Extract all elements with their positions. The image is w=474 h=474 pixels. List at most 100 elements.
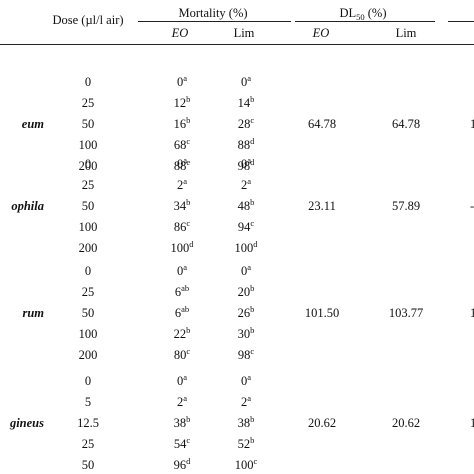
mortality-lim-cell-letter: c (250, 218, 255, 228)
header-bottom-rule (0, 44, 474, 45)
mortality-lim-cell: 28c (238, 116, 254, 131)
mortality-lim-cell: 48b (237, 197, 255, 213)
dl50-lim-cell: 57.89 (391, 199, 421, 213)
mortality-lim-cell-letter: b (250, 304, 255, 314)
dose-cell: 50 (81, 117, 95, 131)
lim-header: Lim (233, 26, 255, 40)
dl50-lim-cell: 103.77 (388, 306, 424, 320)
mortality-lim-cell-value: 98 (237, 348, 251, 362)
dose-cell: 0 (84, 374, 92, 388)
mortality-lim-cell-value: 88 (237, 138, 251, 152)
mortality-lim-cell: 0a (240, 74, 251, 89)
mortality-eo-cell: 80c (173, 346, 191, 362)
mortality-lim-cell: 20b (238, 284, 255, 299)
dose-cell: 5 (84, 395, 92, 409)
mortality-eo-cell-letter: b (186, 414, 191, 424)
mortality-lim-cell: 2a (240, 394, 251, 409)
mortality-lim-cell-value: 0 (240, 75, 248, 89)
mortality-lim-cell-letter: d (250, 157, 255, 167)
mortality-eo-cell: 0a (177, 372, 188, 388)
dl50-extra-cell: 1 (470, 416, 474, 430)
mortality-eo-cell-letter: b (186, 94, 191, 104)
mortality-lim-cell-letter: b (250, 435, 255, 445)
mortality-eo-cell: 34b (174, 197, 191, 213)
mortality-lim-cell-value: 0 (240, 264, 248, 278)
mortality-lim-cell-value: 100 (234, 458, 254, 472)
mortality-eo-cell-letter: b (186, 197, 191, 207)
dl50-eo-cell: 101.50 (304, 306, 340, 320)
mortality-eo-cell-value: 96 (173, 458, 187, 472)
lim-header-dl50: Lim (395, 26, 417, 40)
dose-cell: 50 (81, 199, 95, 213)
mortality-eo-cell-value: 6 (174, 285, 182, 299)
mortality-lim-cell-letter: b (250, 94, 255, 104)
mortality-eo-cell-value: 16 (173, 117, 187, 131)
mortality-lim-cell-value: 2 (240, 395, 248, 409)
mortality-lim-cell: 100d (235, 240, 258, 255)
species-name: rum (22, 306, 44, 320)
mortality-eo-cell-value: 80 (173, 348, 187, 362)
mortality-lim-cell-value: 48 (237, 199, 251, 213)
mortality-eo-cell-value: 0 (176, 264, 184, 278)
extra-rule (448, 21, 474, 22)
mortality-eo-cell: 6ab (175, 305, 189, 320)
mortality-lim-cell-letter: c (253, 456, 258, 466)
mortality-eo-cell: 6ab (174, 284, 189, 299)
mortality-lim-cell: 26b (237, 304, 255, 320)
dl50-eo-cell: 23.11 (308, 199, 336, 213)
mortality-lim-cell-letter: a (247, 155, 252, 165)
mortality-eo-cell-letter: c (186, 435, 191, 445)
mortality-eo-cell: 16b (173, 116, 191, 131)
mortality-lim-cell-letter: a (247, 262, 252, 272)
mortality-eo-cell: 96d (173, 456, 191, 472)
mortality-lim-cell-letter: c (250, 346, 255, 356)
eo-header: EO (171, 26, 189, 40)
mortality-eo-cell-letter: a (183, 155, 188, 165)
dl50-extra-cell: 1 (470, 117, 474, 131)
dose-cell: 100 (78, 220, 98, 234)
mortality-lim-cell: 98d (238, 157, 255, 173)
mortality-lim-cell: 94c (237, 218, 255, 234)
dose-cell: 12.5 (77, 416, 99, 430)
mortality-eo-cell-value: 0 (176, 75, 184, 89)
mortality-lim-cell: 0a (241, 155, 252, 171)
mortality-lim-cell-letter: a (247, 372, 252, 382)
dose-cell: 200 (78, 241, 98, 255)
mortality-eo-cell-value: 0 (176, 157, 184, 171)
mortality-lim-cell: 38b (238, 414, 255, 430)
mortality-lim-cell-letter: b (250, 197, 255, 207)
mortality-eo-cell-letter: b (186, 325, 191, 335)
dl50-header: DL50 (%) (339, 6, 386, 22)
dose-cell: 200 (78, 348, 98, 362)
dose-cell: 25 (81, 96, 95, 110)
mortality-lim-cell: 0a (240, 262, 252, 278)
dose-cell: 25 (81, 285, 95, 299)
dose-cell: 50 (81, 458, 95, 472)
mortality-lim-cell-letter: b (250, 414, 255, 424)
mortality-eo-cell-letter: a (183, 393, 188, 403)
mortality-eo-cell-value: 2 (176, 395, 184, 409)
mortality-eo-cell: 0a (176, 73, 188, 89)
mortality-lim-cell-value: 52 (237, 437, 251, 451)
dose-cell: 100 (78, 138, 98, 152)
mortality-eo-cell-value: 12 (173, 96, 187, 110)
mortality-eo-cell-value: 38 (173, 416, 187, 430)
mortality-lim-cell: 52b (237, 435, 255, 451)
mortality-lim-cell-letter: b (250, 325, 255, 335)
mortality-eo-cell-letter: a (183, 73, 188, 83)
mortality-eo-cell-letter: d (186, 456, 191, 466)
dl50-subscript: 50 (356, 12, 365, 22)
mortality-lim-cell-value: 94 (237, 220, 251, 234)
dose-cell: 200 (78, 159, 98, 173)
mortality-eo-cell: 100d (170, 240, 194, 255)
mortality-lim-cell-value: 26 (237, 306, 251, 320)
mortality-eo-cell: 88e (174, 158, 190, 173)
dl50-extra-cell: 1 (470, 306, 474, 320)
mortality-lim-cell-value: 2 (240, 178, 248, 192)
mortality-eo-cell-value: 100 (170, 241, 190, 255)
species-name: ophila (11, 199, 44, 213)
mortality-eo-cell-letter: a (183, 372, 188, 382)
mortality-lim-cell-value: 14 (237, 96, 251, 110)
dose-cell: 100 (78, 327, 98, 341)
mortality-eo-cell-letter: c (186, 346, 191, 356)
